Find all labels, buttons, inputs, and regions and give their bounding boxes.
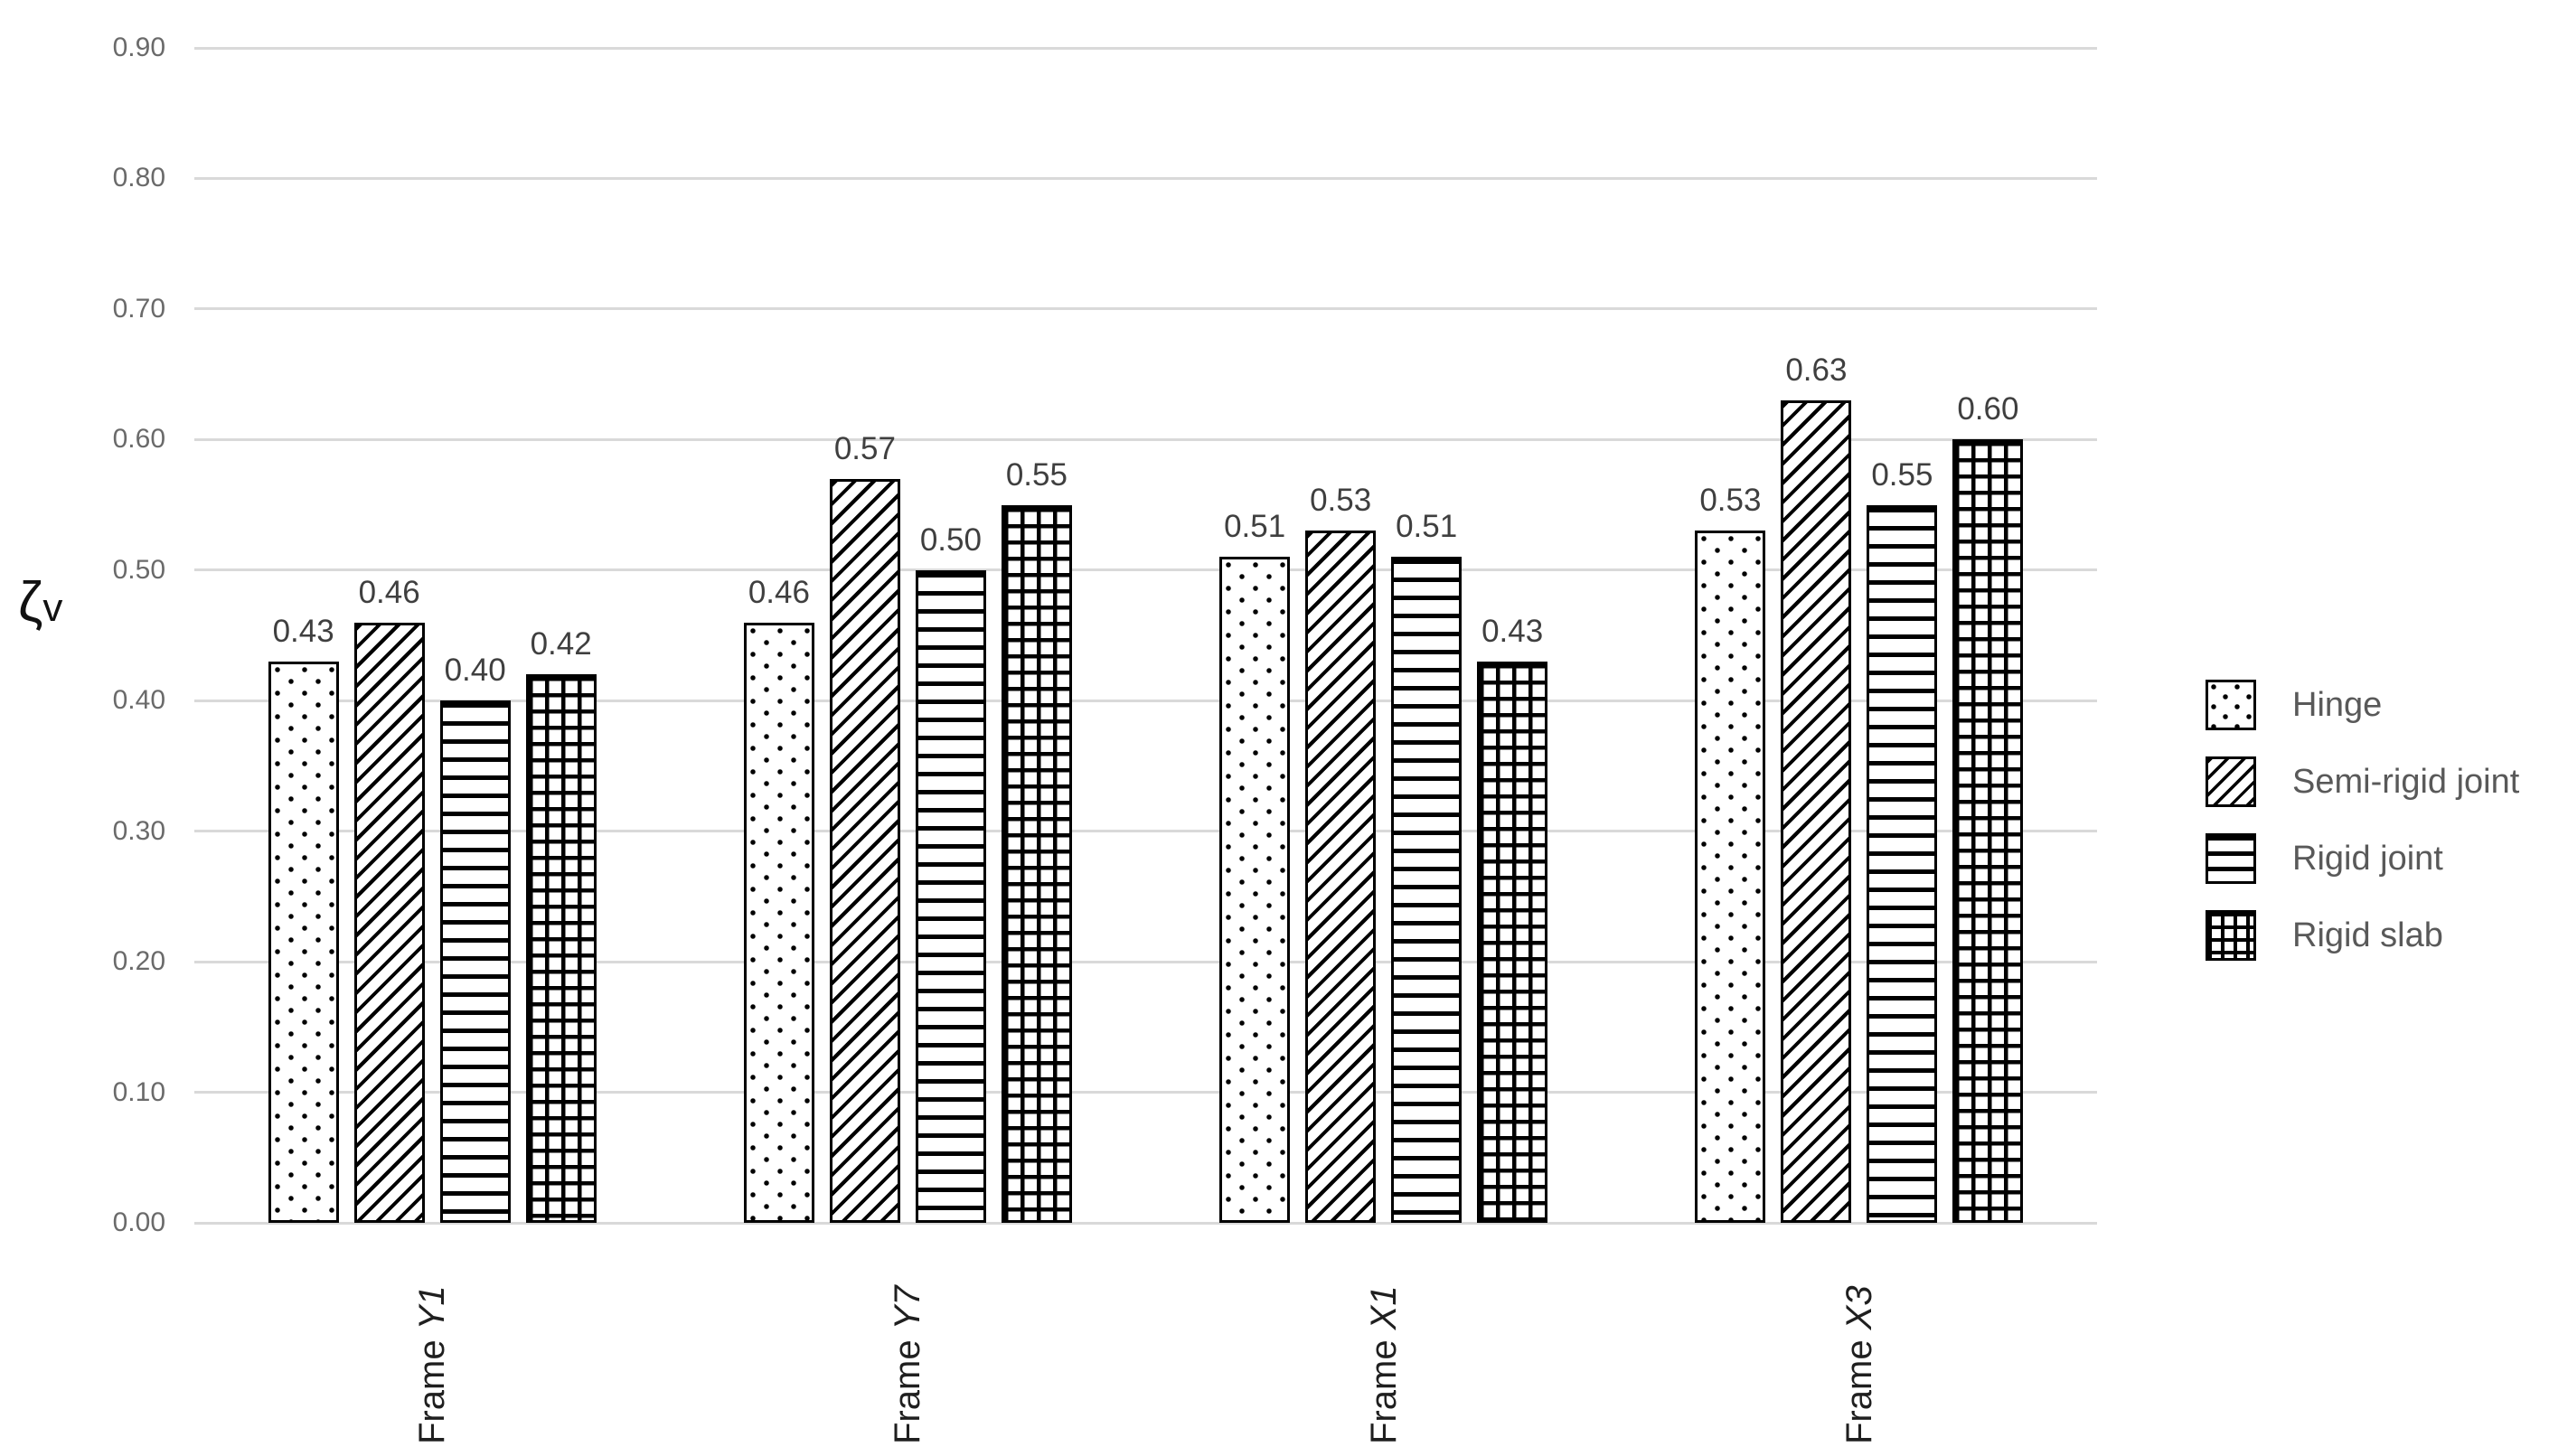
bar-diagonal-frame-y7: [829, 478, 900, 1223]
bar-hlines-frame-y7: [915, 569, 986, 1223]
bar-value-label: 0.43: [272, 613, 334, 649]
bar-value-label: 0.55: [1871, 456, 1933, 493]
x-category-prefix: Frame: [1363, 1329, 1404, 1444]
bar-value-label: 0.60: [1957, 391, 2019, 427]
x-category-prefix: Frame: [1839, 1329, 1879, 1444]
bar-value-label: 0.55: [1005, 456, 1068, 493]
bar-dots-frame-y7: [743, 622, 814, 1223]
y-tick-label: 0.40: [112, 685, 165, 716]
y-tick-label: 0.10: [112, 1076, 165, 1107]
legend-item-rigid-joint: Rigid joint: [2206, 833, 2519, 884]
grid-pattern-swatch-icon: [2206, 910, 2256, 961]
x-category-label: Frame X1: [1363, 1285, 1405, 1444]
bar-value-label: 0.53: [1699, 483, 1762, 519]
hlines-pattern-swatch-icon: [2206, 833, 2256, 884]
bar-value-label: 0.53: [1310, 483, 1372, 519]
bar-hlines-frame-x3: [1867, 504, 1938, 1223]
gridline: [194, 830, 2097, 833]
y-tick-label: 0.00: [112, 1207, 165, 1237]
legend-label: Semi-rigid joint: [2292, 762, 2520, 801]
bar-grid-frame-x1: [1477, 661, 1548, 1223]
y-tick-label: 0.20: [112, 946, 165, 977]
gridline: [194, 1221, 2097, 1225]
bar-grid-frame-x3: [1952, 439, 2024, 1223]
bar-hlines-frame-y1: [439, 700, 511, 1223]
bar-dots-frame-y1: [268, 661, 339, 1223]
gridline: [194, 46, 2097, 50]
legend-label: Rigid slab: [2292, 916, 2443, 954]
legend-item-hinge: Hinge: [2206, 680, 2519, 730]
x-category-code: Y7: [888, 1285, 928, 1330]
y-tick-label: 0.90: [112, 33, 165, 62]
x-category-code: X1: [1363, 1285, 1404, 1330]
gridline: [194, 960, 2097, 963]
x-category-label: Frame Y7: [887, 1285, 928, 1444]
gridline: [194, 568, 2097, 572]
x-category-code: X3: [1839, 1285, 1879, 1330]
bar-diagonal-frame-x3: [1781, 400, 1852, 1223]
bar-diagonal-frame-y1: [353, 622, 425, 1223]
y-axis-title-zeta: ζ: [18, 571, 43, 634]
y-tick-label: 0.30: [112, 815, 165, 846]
gridline: [194, 176, 2097, 180]
bar-value-label: 0.51: [1224, 509, 1286, 545]
bar-value-label: 0.50: [919, 521, 982, 558]
x-category-prefix: Frame: [888, 1329, 928, 1444]
y-axis-title: ζv: [18, 575, 62, 631]
y-tick-label: 0.80: [112, 163, 165, 193]
x-category-prefix: Frame: [412, 1329, 453, 1444]
bar-diagonal-frame-x1: [1305, 531, 1377, 1223]
gridline: [194, 307, 2097, 311]
gridline: [194, 699, 2097, 702]
y-axis-title-sub: v: [42, 586, 63, 630]
y-tick-label: 0.50: [112, 554, 165, 585]
y-tick-label: 0.70: [112, 293, 165, 324]
bar-value-label: 0.46: [748, 574, 810, 610]
bar-value-label: 0.40: [444, 653, 506, 689]
legend-label: Rigid joint: [2292, 839, 2443, 878]
legend-item-rigid-slab: Rigid slab: [2206, 910, 2519, 961]
bar-value-label: 0.51: [1396, 509, 1458, 545]
bar-value-label: 0.57: [833, 430, 896, 466]
bar-grid-frame-y7: [1001, 504, 1072, 1223]
gridline: [194, 437, 2097, 441]
bar-value-label: 0.42: [530, 626, 592, 662]
bar-dots-frame-x3: [1695, 531, 1766, 1223]
x-category-label: Frame Y1: [411, 1285, 453, 1444]
x-category-code: Y1: [412, 1285, 453, 1330]
legend-label: Hinge: [2292, 685, 2383, 724]
diagonal-pattern-swatch-icon: [2206, 756, 2256, 807]
gridline: [194, 1091, 2097, 1094]
legend: Hinge Semi-rigid joint Rigid joint Rigid sl…: [2206, 680, 2519, 987]
bar-value-label: 0.43: [1481, 613, 1544, 649]
bar-dots-frame-x1: [1219, 557, 1291, 1223]
bar-value-label: 0.63: [1785, 352, 1848, 388]
bar-hlines-frame-x1: [1391, 557, 1463, 1223]
bar-grid-frame-y1: [525, 674, 597, 1223]
dots-pattern-swatch-icon: [2206, 680, 2256, 730]
x-category-label: Frame X3: [1839, 1285, 1880, 1444]
bar-value-label: 0.46: [358, 574, 420, 610]
legend-item-semi-rigid-joint: Semi-rigid joint: [2206, 756, 2519, 807]
plot-area: 0.43 0.46 0.51 0.53 0.46 0.57 0.53 0.63 0.40 0.50…: [194, 46, 2097, 1225]
y-tick-label: 0.60: [112, 424, 165, 455]
